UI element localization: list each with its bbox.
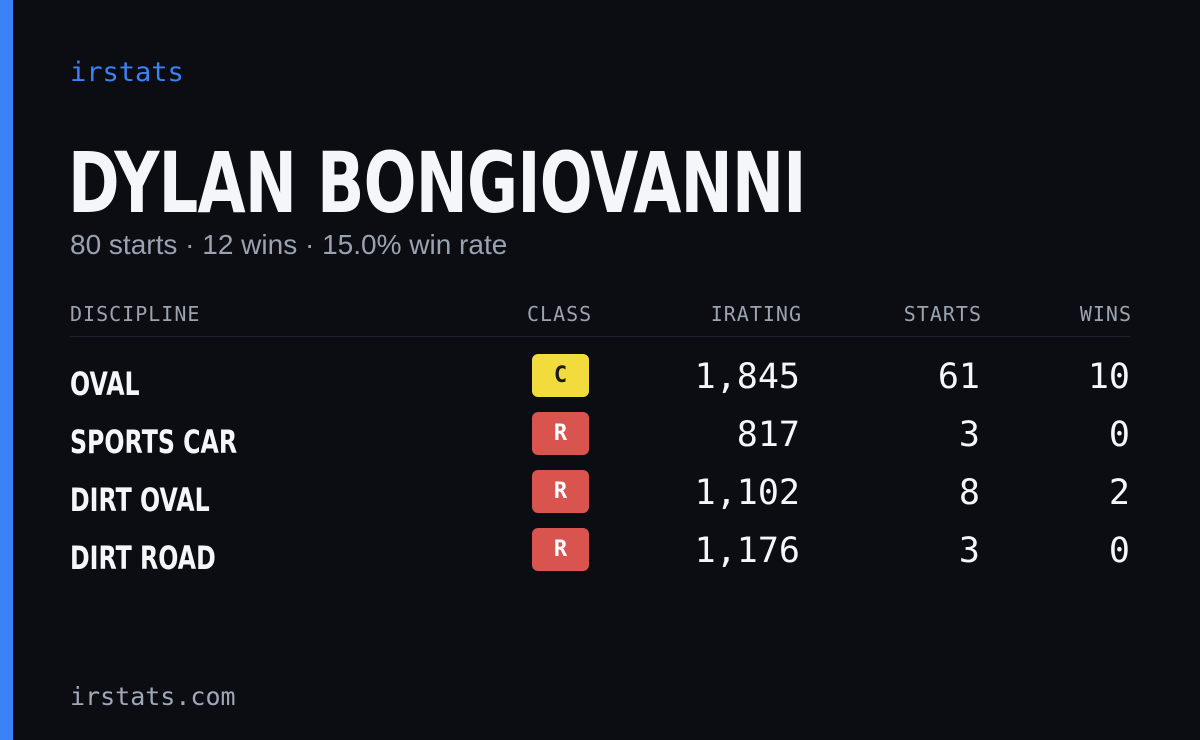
player-summary: 80 starts · 12 wins · 15.0% win rate bbox=[70, 229, 508, 260]
column-header-starts: STARTS bbox=[903, 302, 982, 326]
table-row: DIRT ROAD R 1,176 3 0 bbox=[0, 528, 1200, 586]
starts-value: 61 bbox=[937, 357, 980, 397]
discipline-name: DIRT OVAL bbox=[70, 481, 210, 519]
header-divider bbox=[70, 336, 1130, 337]
irating-value: 817 bbox=[736, 415, 800, 455]
table-row: SPORTS CAR R 817 3 0 bbox=[0, 412, 1200, 470]
starts-value: 8 bbox=[958, 473, 980, 513]
player-name: DYLAN BONGIOVANNI bbox=[68, 134, 806, 232]
license-class-badge: R bbox=[532, 528, 589, 571]
discipline-name: DIRT ROAD bbox=[70, 539, 216, 577]
column-header-class: CLASS bbox=[527, 302, 593, 326]
license-class-badge: C bbox=[532, 354, 589, 397]
brand-logo: irstats bbox=[70, 57, 184, 88]
discipline-name: OVAL bbox=[70, 365, 140, 403]
irating-value: 1,102 bbox=[694, 473, 800, 513]
discipline-name: SPORTS CAR bbox=[70, 423, 238, 461]
column-header-wins: WINS bbox=[1079, 302, 1132, 326]
accent-bar bbox=[0, 0, 13, 740]
column-header-irating: IRATING bbox=[710, 302, 802, 326]
footer-url: irstats.com bbox=[70, 682, 236, 711]
irating-value: 1,845 bbox=[694, 357, 800, 397]
wins-value: 0 bbox=[1108, 531, 1130, 571]
license-class-badge: R bbox=[532, 412, 589, 455]
irating-value: 1,176 bbox=[694, 531, 800, 571]
table-row: DIRT OVAL R 1,102 8 2 bbox=[0, 470, 1200, 528]
wins-value: 10 bbox=[1087, 357, 1130, 397]
wins-value: 0 bbox=[1108, 415, 1130, 455]
starts-value: 3 bbox=[958, 531, 980, 571]
wins-value: 2 bbox=[1108, 473, 1130, 513]
table-row: OVAL C 1,845 61 10 bbox=[0, 354, 1200, 412]
column-header-discipline: DISCIPLINE bbox=[70, 302, 201, 326]
starts-value: 3 bbox=[958, 415, 980, 455]
license-class-badge: R bbox=[532, 470, 589, 513]
